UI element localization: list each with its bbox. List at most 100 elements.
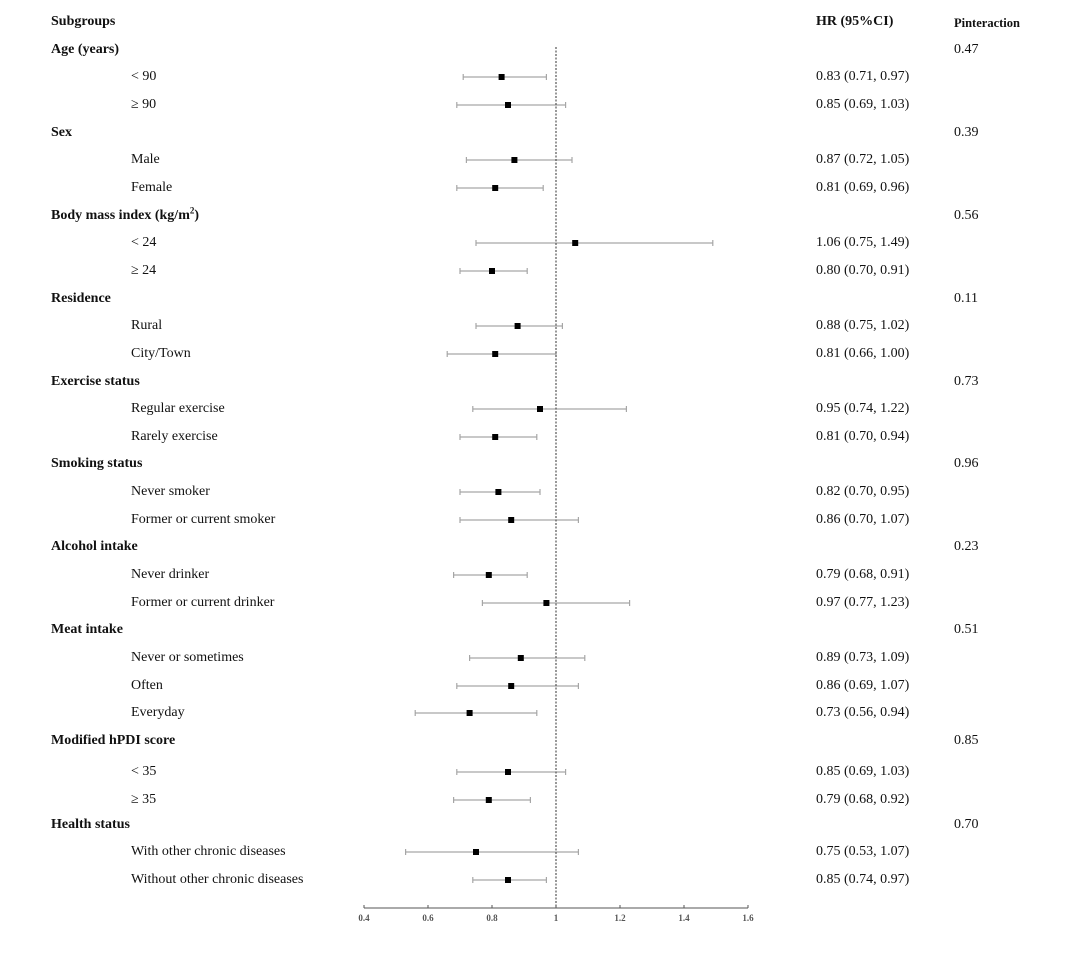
- hr-ci-value: 0.86 (0.70, 1.07): [816, 512, 910, 527]
- x-tick-label: 1.4: [678, 913, 690, 923]
- group-label-text: Sex: [51, 125, 72, 140]
- subgroup-label: Female: [131, 180, 173, 195]
- hr-marker: [572, 240, 579, 246]
- group-label-text: Meat intake: [51, 622, 123, 637]
- pinteraction-header: Pinteraction: [954, 16, 1020, 30]
- hr-marker: [485, 572, 492, 578]
- subgroup-label: Former or current drinker: [131, 595, 275, 610]
- x-tick-label: 1: [554, 913, 559, 923]
- hr-marker: [466, 710, 473, 716]
- hr-marker: [505, 877, 511, 883]
- group-label-text: Age (years): [51, 42, 120, 57]
- group-label: Alcohol intake: [51, 539, 138, 555]
- hr-marker: [543, 600, 550, 606]
- subgroup-label: Rarely exercise: [131, 429, 218, 444]
- hr-marker: [492, 434, 499, 440]
- p-interaction-value: 0.39: [954, 125, 979, 140]
- group-label: Smoking status: [51, 456, 142, 472]
- hr-marker: [508, 683, 515, 689]
- subgroup-label: < 90: [131, 69, 157, 84]
- subgroup-label: Rural: [131, 318, 163, 333]
- subgroup-label: < 35: [131, 764, 157, 779]
- subgroup-label: Male: [131, 152, 160, 167]
- hr-ci-value: 0.87 (0.72, 1.05): [816, 152, 910, 167]
- subgroup-label: Often: [131, 678, 163, 693]
- hr-marker: [511, 157, 518, 163]
- subgroup-label: ≥ 90: [131, 97, 157, 112]
- subgroup-label: Never or sometimes: [131, 650, 244, 665]
- group-label-text: Exercise status: [51, 374, 140, 389]
- hr-marker: [489, 268, 495, 274]
- subgroup-label: Without other chronic diseases: [131, 872, 304, 887]
- group-label-tail: ): [194, 208, 200, 223]
- hr-ci-value: 0.88 (0.75, 1.02): [816, 318, 910, 333]
- group-label: Exercise status: [51, 374, 140, 390]
- hr-ci-value: 0.75 (0.53, 1.07): [816, 844, 910, 859]
- x-tick-label: 1.2: [614, 913, 626, 923]
- hr-ci-value: 0.85 (0.69, 1.03): [816, 97, 910, 112]
- group-label-text: Modified hPDI score: [51, 733, 176, 748]
- hr-ci-value: 1.06 (0.75, 1.49): [816, 235, 910, 250]
- hr-ci-value: 0.73 (0.56, 0.94): [816, 705, 910, 720]
- p-interaction-value: 0.96: [954, 456, 979, 471]
- p-interaction-value: 0.47: [954, 42, 979, 57]
- hr-marker: [517, 655, 524, 661]
- hr-marker: [508, 517, 515, 523]
- group-label: Health status: [51, 817, 130, 833]
- ci-layer: [405, 74, 714, 883]
- hr-header: HR (95%CI): [816, 14, 894, 29]
- group-label: Sex: [51, 125, 72, 141]
- hr-ci-value: 0.85 (0.74, 0.97): [816, 872, 910, 887]
- hr-ci-value: 0.81 (0.66, 1.00): [816, 346, 910, 361]
- hr-marker: [492, 351, 499, 357]
- x-axis: 0.4 0.6 0.8 1 1.2 1.4 1.6: [358, 905, 754, 923]
- hr-marker: [498, 74, 505, 80]
- hr-marker: [485, 797, 492, 803]
- group-label-text: Residence: [51, 291, 111, 306]
- hr-marker: [505, 769, 511, 775]
- hr-marker: [473, 849, 479, 855]
- hr-ci-value: 0.82 (0.70, 0.95): [816, 484, 910, 499]
- x-tick-label: 0.8: [486, 913, 498, 923]
- group-label-text: Smoking status: [51, 456, 143, 471]
- p-interaction-value: 0.51: [954, 622, 979, 637]
- hr-ci-value: 0.79 (0.68, 0.91): [816, 567, 910, 582]
- hr-ci-value: 0.86 (0.69, 1.07): [816, 678, 910, 693]
- hr-marker: [492, 185, 499, 191]
- x-tick-label: 0.4: [358, 913, 370, 923]
- x-tick-label: 0.6: [422, 913, 434, 923]
- superscript: 2: [189, 205, 195, 216]
- hr-ci-value: 0.81 (0.69, 0.96): [816, 180, 910, 195]
- subgroup-label: With other chronic diseases: [131, 844, 286, 859]
- x-tick-label: 1.6: [742, 913, 754, 923]
- group-label-text: Body mass index (kg/m: [51, 208, 190, 223]
- group-label: Meat intake: [51, 622, 123, 638]
- p-interaction-value: 0.73: [954, 374, 979, 389]
- subgroup-label: < 24: [131, 235, 157, 250]
- p-interaction-value: 0.23: [954, 539, 979, 554]
- subgroup-label: ≥ 24: [131, 263, 157, 278]
- group-label-text: Alcohol intake: [51, 539, 138, 554]
- group-label: Residence: [51, 291, 111, 307]
- group-label-text: Health status: [51, 817, 130, 832]
- hr-ci-value: 0.79 (0.68, 0.92): [816, 792, 910, 807]
- hr-ci-value: 0.89 (0.73, 1.09): [816, 650, 910, 665]
- hr-marker: [505, 102, 511, 108]
- hr-ci-value: 0.81 (0.70, 0.94): [816, 429, 910, 444]
- subgroup-label: Regular exercise: [131, 401, 225, 416]
- p-interaction-value: 0.85: [954, 733, 979, 748]
- group-label: Modified hPDI score: [51, 733, 175, 749]
- subgroup-label: Never drinker: [131, 567, 210, 582]
- subgroup-label: Never smoker: [131, 484, 210, 499]
- hr-ci-value: 0.95 (0.74, 1.22): [816, 401, 910, 416]
- subgroups-header: Subgroups: [51, 14, 116, 29]
- subgroup-label: ≥ 35: [131, 792, 157, 807]
- p-interaction-value: 0.56: [954, 208, 979, 223]
- hr-ci-value: 0.97 (0.77, 1.23): [816, 595, 910, 610]
- hr-marker: [495, 489, 502, 495]
- subgroup-label: Everyday: [131, 705, 185, 720]
- hr-ci-value: 0.83 (0.71, 0.97): [816, 69, 910, 84]
- group-label: Body mass index (kg/m2): [51, 205, 200, 224]
- p-interaction-value: 0.11: [954, 291, 978, 306]
